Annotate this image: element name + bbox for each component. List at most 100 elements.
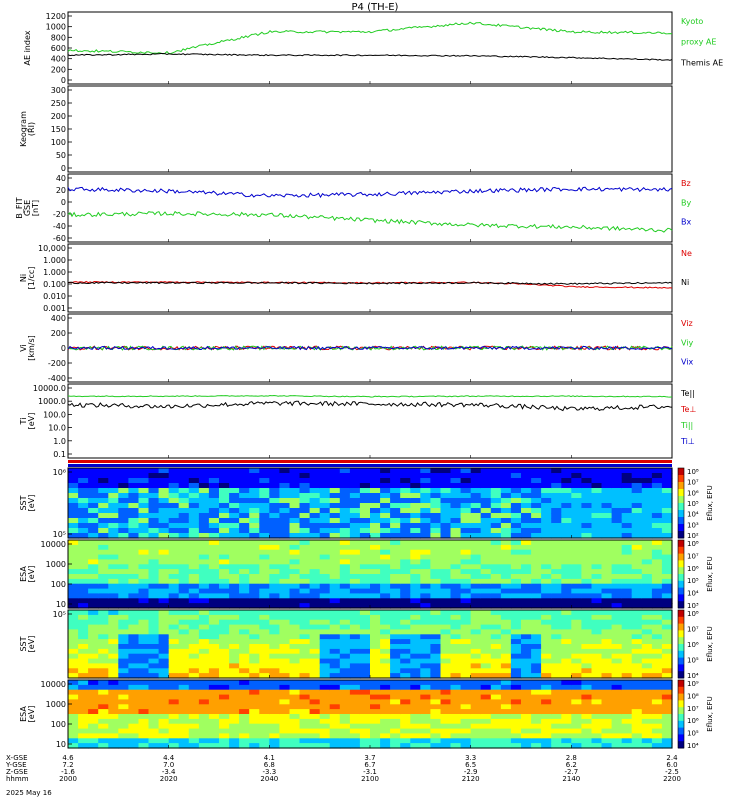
spectrogram-cell [309,629,321,635]
spectrogram-cell [490,673,502,679]
colorbar-cell [678,468,684,472]
spectrogram-cell [148,544,160,551]
spectrogram-cell [521,629,532,635]
spectrogram-cell [420,743,431,749]
spectrogram-cell [269,629,280,635]
spectrogram-cell [68,588,79,595]
spectrogram-cell [510,513,522,519]
spectrogram-cell [581,723,593,730]
spectrogram-cell [500,518,512,524]
spectrogram-cell [108,554,119,561]
spectrogram-cell [229,723,240,730]
spectrogram-cell [490,610,502,616]
spectrogram-cell [158,723,170,730]
spectrogram-cell [561,624,572,631]
spectrogram-cell [651,528,663,534]
spectrogram-cell [289,508,301,514]
spectrogram-cell [279,574,291,580]
spectrogram-cell [460,624,472,631]
spectrogram-cell [219,523,230,529]
spectrogram-cell [631,639,643,645]
spectrogram-cell [128,559,140,565]
spectrogram-cell [370,523,381,529]
spectrogram-cell [561,684,572,691]
spectrogram-cell [78,583,89,590]
spectrogram-cell [148,488,160,494]
spectrogram-cell [470,513,482,519]
spectrogram-cell [239,518,250,524]
spectrogram-cell [370,680,381,686]
spectrogram-cell [88,483,99,489]
spectrogram-cell [470,493,482,499]
spectrogram-cell [78,658,89,665]
spectrogram-cell [188,733,200,739]
colorbar-cell [678,546,684,551]
spectrogram-cell [118,614,129,621]
spectrogram-cell [460,588,472,595]
spectrogram-cell [661,528,673,534]
spectrogram-cell [370,689,381,696]
spectrogram-cell [339,668,351,674]
spectrogram-cell [128,478,140,484]
spectrogram-cell [299,564,311,570]
spectrogram-cell [98,663,109,669]
spectrogram-cell [219,680,230,686]
spectrogram-cell [198,723,210,730]
spectrogram-cell [178,733,190,739]
spectrogram-cell [108,714,119,720]
spectrogram-cell [88,743,99,749]
spectrogram-cell [178,598,190,604]
spectrogram-cell [208,593,220,599]
spectrogram-cell [571,689,582,696]
spectrogram-cell [450,523,462,529]
spectrogram-cell [591,569,603,575]
spectrogram-cell [390,549,401,556]
spectrogram-cell [299,714,311,720]
spectrogram-cell [219,554,230,561]
spectrogram-cell [581,468,593,474]
spectrogram-cell [541,549,552,556]
spectrogram-cell [410,488,421,494]
mode-bar-red [68,460,672,463]
spectrogram-cell [541,503,552,509]
spectrogram-cell [400,533,411,539]
spectrogram-cell [380,624,391,631]
spectrogram-cell [370,639,381,645]
spectrogram-cell [370,663,381,669]
spectrogram-cell [370,569,381,575]
spectrogram-cell [591,709,603,715]
colorbar-tick-label: 10⁹ [687,680,699,688]
spectrogram-cell [410,588,421,595]
spectrogram-cell [259,728,270,735]
spectrogram-cell [641,663,653,669]
spectrogram-cell [239,639,250,645]
spectrogram-cell [480,549,492,556]
spectrogram-cell [208,503,220,509]
spectrogram-cell [410,610,421,616]
spectrogram-cell [198,694,210,701]
spectrogram-cell [349,639,361,645]
spectrogram-cell [631,709,643,715]
spectrogram-cell [420,588,431,595]
spectrogram-cell [551,508,562,514]
spectrogram-cell [68,718,79,725]
spectrogram-cell [289,574,301,580]
spectrogram-cell [108,488,119,494]
time-tick-label: 2140 [562,775,580,783]
colorbar-cell [678,693,684,698]
spectrogram-cell [450,508,462,514]
spectrogram-cell [279,518,291,524]
spectrogram-cell [239,738,250,744]
spectrogram-cell [531,498,542,504]
spectrogram-cell [98,694,109,701]
spectrogram-cell [68,694,79,701]
spectrogram-cell [390,673,401,679]
bx-line [67,186,673,199]
spectrogram-cell [500,478,512,484]
spectrogram-cell [138,493,150,499]
spectrogram-cell [349,540,361,546]
spectrogram-cell [108,694,119,701]
spectrogram-cell [400,668,411,674]
spectrogram-cell [651,508,663,514]
spectrogram-cell [611,668,623,674]
